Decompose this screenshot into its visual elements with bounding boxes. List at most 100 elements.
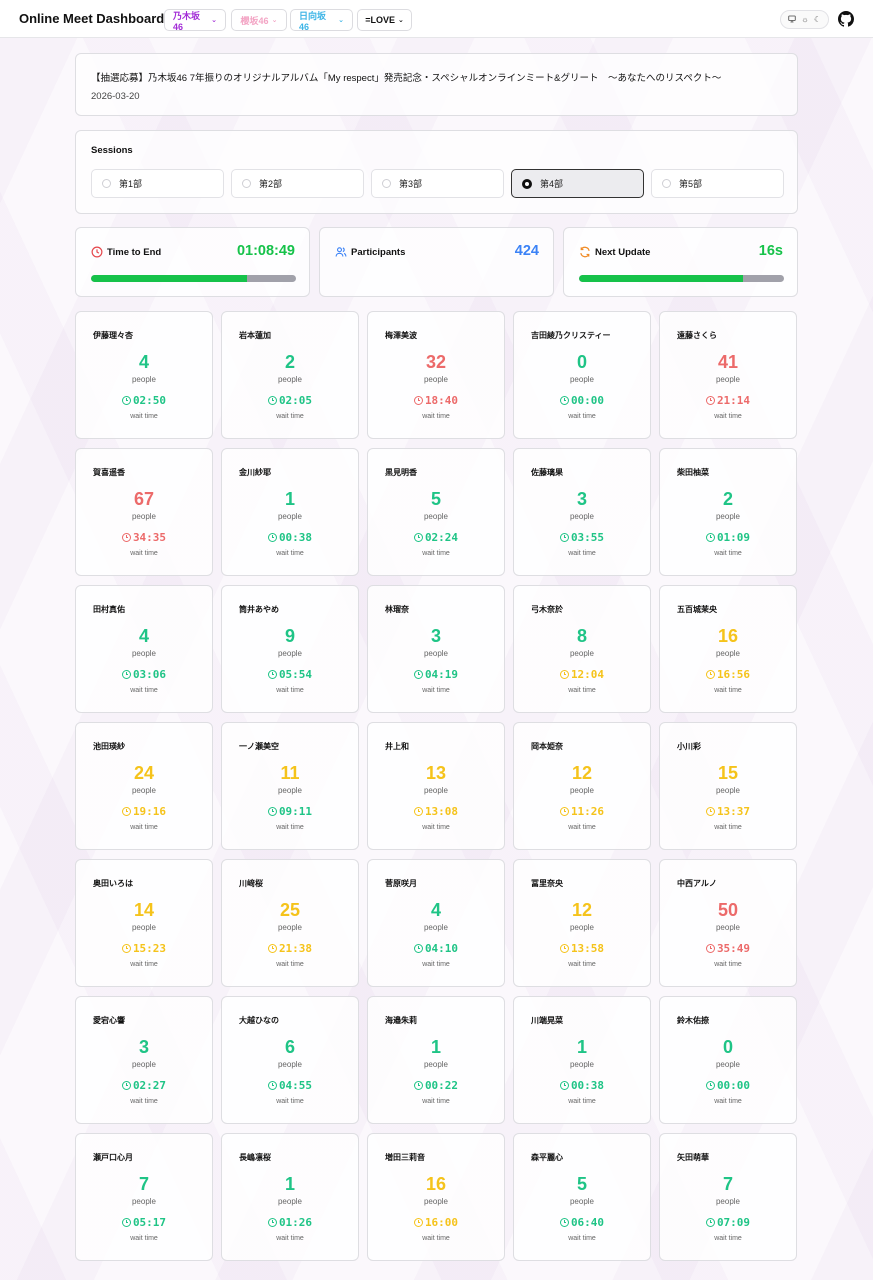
- wait-time-value: 13:08: [424, 805, 459, 818]
- group-select-equal-love[interactable]: =LOVE ⌄: [357, 9, 412, 31]
- member-card: 筒井あやめ 9 people 05:54 wait time: [221, 585, 359, 713]
- clock-icon: [121, 1081, 131, 1090]
- users-icon: [335, 247, 347, 257]
- session-option-2[interactable]: 第2部: [231, 169, 364, 198]
- chevron-down-icon: ⌄: [338, 17, 344, 24]
- radio-icon: [662, 179, 671, 188]
- people-count: 32: [425, 352, 447, 372]
- member-name: 梅澤美波: [385, 331, 417, 340]
- wait-time-value: 07:09: [716, 1216, 751, 1229]
- wait-time: 12:04: [514, 668, 650, 681]
- people-label: people: [423, 649, 449, 658]
- member-name: 岩本蓮加: [239, 331, 271, 340]
- chevron-down-icon: ⌄: [211, 17, 217, 24]
- member-card: 長嶋凛桜 1 people 01:26 wait time: [221, 1133, 359, 1261]
- member-card: 五百城茉央 16 people 16:56 wait time: [659, 585, 797, 713]
- people-label: people: [423, 923, 449, 932]
- session-label: 第4部: [540, 179, 564, 189]
- group-select-sakurazaka[interactable]: 櫻坂46 ⌄: [231, 9, 287, 31]
- people-label: people: [715, 512, 741, 521]
- member-name: 吉田綾乃クリスティー: [531, 331, 611, 340]
- member-card: 井上和 13 people 13:08 wait time: [367, 722, 505, 850]
- wait-time-label: wait time: [130, 550, 158, 557]
- people-count: 4: [138, 352, 149, 372]
- group-select-hinatazaka[interactable]: 日向坂46 ⌄: [290, 9, 353, 32]
- member-name: 林瑠奈: [385, 605, 409, 614]
- member-card: 矢田萌華 7 people 07:09 wait time: [659, 1133, 797, 1261]
- wait-time-label: wait time: [714, 1098, 742, 1105]
- wait-time: 02:27: [76, 1079, 212, 1092]
- wait-time-label: wait time: [568, 1098, 596, 1105]
- clock-icon: [413, 533, 423, 542]
- member-name: 小川彩: [677, 742, 701, 751]
- clock-icon: [559, 807, 569, 816]
- member-name: 海邉朱莉: [385, 1016, 417, 1025]
- radio-icon: [102, 179, 111, 188]
- clock-icon: [559, 670, 569, 679]
- member-card: 菅原咲月 4 people 04:10 wait time: [367, 859, 505, 987]
- people-count: 5: [430, 489, 441, 509]
- people-label: people: [423, 512, 449, 521]
- wait-time-label: wait time: [714, 1235, 742, 1242]
- member-name: 黒見明香: [385, 468, 417, 477]
- group-select-nogizaka[interactable]: 乃木坂46 ⌄: [164, 9, 226, 32]
- session-option-1[interactable]: 第1部: [91, 169, 224, 198]
- people-label: people: [277, 923, 303, 932]
- time-to-end-label: Time to End: [107, 247, 162, 258]
- session-option-5[interactable]: 第5部: [651, 169, 784, 198]
- people-count: 9: [284, 626, 295, 646]
- wait-time-label: wait time: [422, 1235, 450, 1242]
- people-count: 50: [717, 900, 739, 920]
- wait-time-label: wait time: [276, 824, 304, 831]
- people-label: people: [277, 1060, 303, 1069]
- wait-time-value: 00:38: [278, 531, 313, 544]
- wait-time-value: 35:49: [716, 942, 751, 955]
- monitor-icon[interactable]: [788, 15, 796, 25]
- member-name: 冨里奈央: [531, 879, 563, 888]
- people-label: people: [423, 1197, 449, 1206]
- member-name: 菅原咲月: [385, 879, 417, 888]
- wait-time-label: wait time: [130, 687, 158, 694]
- people-count: 5: [576, 1174, 587, 1194]
- wait-time: 01:26: [222, 1216, 358, 1229]
- people-label: people: [277, 649, 303, 658]
- member-name: 池田瑛紗: [93, 742, 125, 751]
- wait-time-label: wait time: [130, 961, 158, 968]
- people-count: 6: [284, 1037, 295, 1057]
- wait-time-value: 09:11: [278, 805, 313, 818]
- wait-time: 21:14: [660, 394, 796, 407]
- theme-switch[interactable]: ☼ ☾: [780, 10, 829, 29]
- event-card: 【抽選応募】乃木坂46 7年振りのオリジナルアルバム「My respect」発売…: [75, 53, 798, 116]
- wait-time-label: wait time: [568, 961, 596, 968]
- member-name: 鈴木佑捺: [677, 1016, 709, 1025]
- wait-time-value: 19:16: [132, 805, 167, 818]
- member-name: 森平麗心: [531, 1153, 563, 1162]
- wait-time: 02:05: [222, 394, 358, 407]
- wait-time: 00:00: [514, 394, 650, 407]
- wait-time: 09:11: [222, 805, 358, 818]
- github-icon[interactable]: [838, 11, 855, 27]
- clock-icon: [413, 396, 423, 405]
- wait-time-label: wait time: [568, 1235, 596, 1242]
- member-card: 伊藤理々杏 4 people 02:50 wait time: [75, 311, 213, 439]
- clock-icon: [705, 670, 715, 679]
- people-count: 3: [430, 626, 441, 646]
- wait-time-label: wait time: [276, 413, 304, 420]
- session-option-3[interactable]: 第3部: [371, 169, 504, 198]
- clock-icon: [413, 807, 423, 816]
- next-update-progress: [579, 275, 784, 282]
- wait-time-value: 21:38: [278, 942, 313, 955]
- wait-time-label: wait time: [568, 824, 596, 831]
- session-option-4[interactable]: 第4部: [511, 169, 644, 198]
- clock-icon: [121, 670, 131, 679]
- wait-time-value: 21:14: [716, 394, 751, 407]
- member-card: 鈴木佑捺 0 people 00:00 wait time: [659, 996, 797, 1124]
- wait-time-label: wait time: [276, 687, 304, 694]
- clock-icon: [121, 807, 131, 816]
- sun-icon[interactable]: ☼: [801, 14, 809, 24]
- wait-time: 16:56: [660, 668, 796, 681]
- wait-time-value: 02:24: [424, 531, 459, 544]
- wait-time: 00:00: [660, 1079, 796, 1092]
- moon-icon[interactable]: ☾: [814, 14, 822, 24]
- member-card: 愛宕心響 3 people 02:27 wait time: [75, 996, 213, 1124]
